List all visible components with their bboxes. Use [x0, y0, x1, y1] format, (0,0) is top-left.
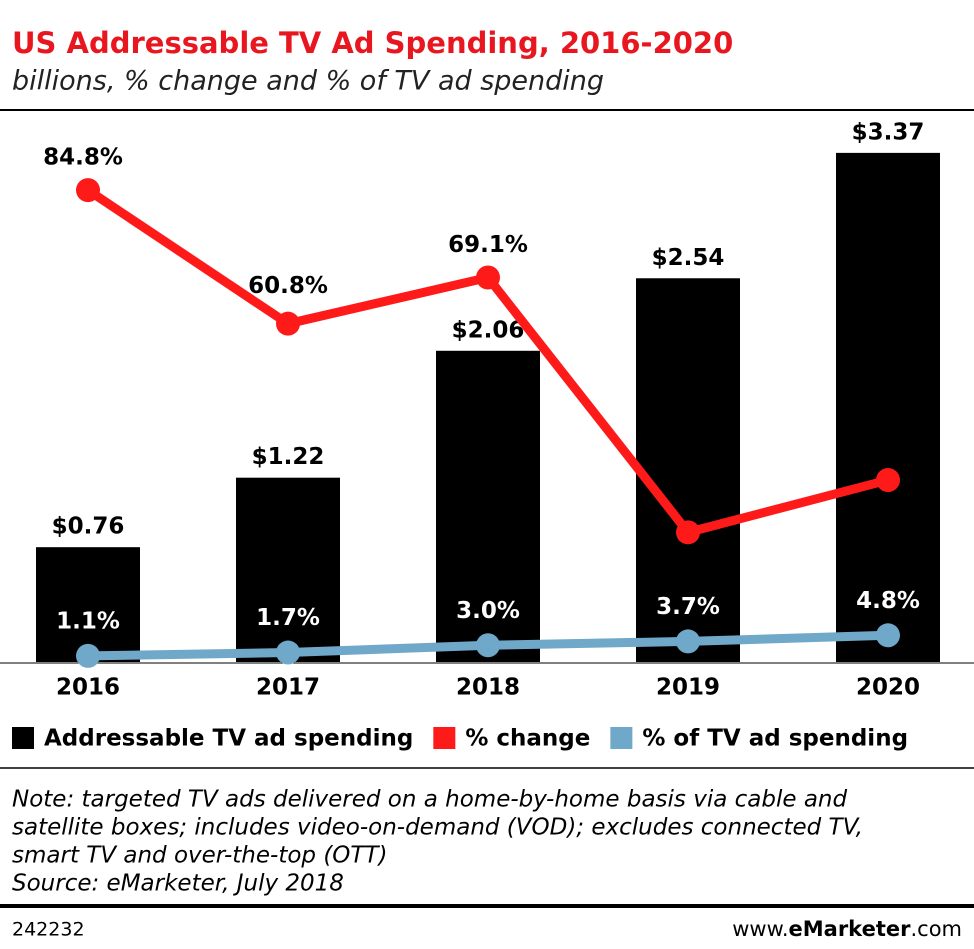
- site-part: .com: [910, 917, 962, 941]
- x-tick-label: 2020: [856, 675, 920, 701]
- data-label: 3.7%: [656, 594, 720, 620]
- data-label: 23.3%: [648, 555, 728, 581]
- marker: [676, 520, 700, 545]
- marker: [276, 311, 300, 336]
- data-label: $2.06: [452, 317, 525, 343]
- site-part: www.: [732, 917, 788, 941]
- site: www.eMarketer.com: [732, 917, 962, 941]
- data-label: 32.7%: [848, 509, 928, 535]
- data-label: 1.1%: [56, 608, 120, 634]
- data-label: 3.0%: [456, 598, 520, 624]
- chart-id: 242232: [12, 919, 85, 941]
- data-label: 69.1%: [448, 232, 528, 258]
- legend-label: Addressable TV ad spending: [44, 726, 413, 752]
- data-label: $3.37: [852, 119, 925, 145]
- data-label: 84.8%: [43, 145, 123, 171]
- data-label: 60.8%: [248, 273, 328, 299]
- marker: [76, 178, 100, 203]
- marker: [876, 468, 900, 493]
- legend-swatch: [610, 727, 633, 749]
- note: satellite boxes; includes video-on-deman…: [12, 815, 863, 841]
- note: smart TV and over-the-top (OTT): [12, 843, 387, 869]
- bar: [36, 547, 140, 662]
- marker: [876, 623, 900, 648]
- bar: [636, 278, 740, 662]
- marker: [276, 640, 300, 665]
- marker: [476, 633, 500, 658]
- data-label: 4.8%: [856, 588, 920, 614]
- data-label: 1.7%: [256, 605, 320, 631]
- legend-swatch: [433, 727, 456, 749]
- marker: [676, 629, 700, 654]
- note: Note: targeted TV ads delivered on a hom…: [12, 787, 847, 813]
- chart-title: US Addressable TV Ad Spending, 2016-2020: [12, 26, 733, 60]
- legend-swatch: [12, 727, 34, 749]
- legend-label: % change: [465, 726, 590, 752]
- bar: [436, 350, 540, 662]
- marker: [76, 643, 100, 668]
- data-label: $1.22: [252, 444, 325, 470]
- data-label: $2.54: [652, 245, 725, 271]
- x-tick-label: 2018: [456, 675, 520, 701]
- x-tick-label: 2016: [56, 675, 120, 701]
- chart-subtitle: billions, % change and % of TV ad spendi…: [12, 66, 604, 97]
- data-label: $0.76: [52, 514, 125, 540]
- marker: [476, 265, 500, 290]
- legend-label: % of TV ad spending: [642, 726, 908, 752]
- bar: [236, 477, 340, 662]
- site-part: eMarketer: [789, 917, 912, 941]
- source: Source: eMarketer, July 2018: [12, 871, 344, 897]
- x-tick-label: 2017: [256, 675, 320, 701]
- bar: [836, 152, 940, 662]
- x-tick-label: 2019: [656, 675, 720, 701]
